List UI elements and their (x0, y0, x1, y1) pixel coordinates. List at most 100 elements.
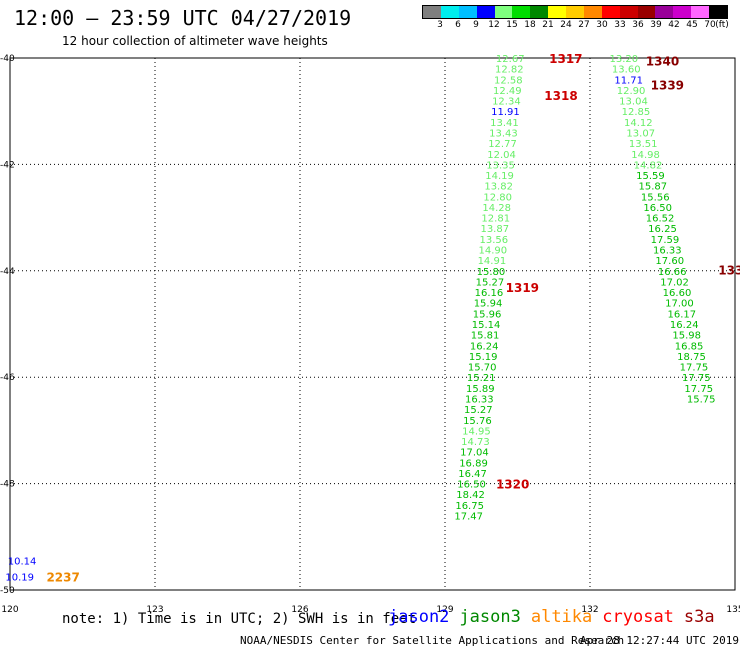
legend-label: 45 (686, 20, 698, 30)
wave-height-value: 16.85 (675, 341, 704, 352)
satellite-legend-jason3: jason3 (459, 607, 521, 627)
wave-height-value: 17.60 (655, 256, 684, 267)
wave-height-value: 17.00 (665, 299, 694, 310)
x-tick-label: 132 (581, 605, 598, 615)
wave-height-value: 12.90 (617, 86, 646, 97)
legend-label: 15 (506, 20, 518, 30)
wave-height-value: 16.24 (670, 320, 699, 331)
legend-label: 33 (614, 20, 626, 30)
wave-height-value: 15.94 (474, 299, 503, 310)
pass-number: 1319 (506, 281, 539, 295)
legend-swatch (583, 6, 602, 18)
wave-height-value: 14.95 (462, 426, 491, 437)
wave-height-value: 18.75 (677, 352, 706, 363)
legend-swatch (709, 6, 727, 18)
wave-height-value: 12.82 (495, 65, 524, 76)
wave-height-value: 14.91 (478, 256, 507, 267)
wave-height-value: 13.04 (619, 97, 648, 108)
wave-height-value: 16.33 (653, 246, 682, 257)
legend-label: 36 (632, 20, 644, 30)
wave-height-value: 15.96 (473, 309, 502, 320)
wave-height-value: 18.42 (456, 490, 485, 501)
wave-height-value: 17.75 (682, 373, 711, 384)
legend-swatch (458, 6, 477, 18)
wave-height-value: 16.33 (465, 394, 494, 405)
pass-number: 2237 (46, 571, 79, 585)
legend-label: 42 (668, 20, 680, 30)
pass-number: 1340 (646, 55, 679, 69)
wave-height-value: 15.98 (672, 331, 701, 342)
x-tick-label: 126 (291, 605, 308, 615)
wave-height-value: 16.50 (643, 203, 672, 214)
wave-height-value: 13.07 (626, 128, 655, 139)
wave-height-value: 10.14 (8, 557, 37, 568)
wave-height-value: 13.20 (610, 54, 639, 65)
wave-height-value: 15.89 (466, 384, 495, 395)
wave-height-value: 13.35 (486, 160, 515, 171)
y-tick-label: -44 (0, 267, 15, 277)
pass-number: 1338 (718, 264, 740, 278)
pass-number: 1317 (549, 52, 582, 66)
wave-height-value: 16.17 (668, 309, 697, 320)
wave-height-value: 15.59 (636, 171, 665, 182)
wave-height-value: 15.56 (641, 192, 670, 203)
wave-height-value: 17.02 (660, 277, 689, 288)
wave-height-value: 15.19 (469, 352, 498, 363)
wave-height-value: 13.56 (479, 235, 508, 246)
y-tick-label: -50 (0, 586, 15, 596)
wave-height-value: 16.52 (646, 214, 675, 225)
wave-height-value: 16.75 (455, 501, 484, 512)
legend-label: 12 (488, 20, 500, 30)
wave-height-value: 17.04 (460, 448, 489, 459)
wave-height-value: 12.67 (496, 54, 525, 65)
legend-swatch (423, 6, 441, 18)
wave-height-value: 15.27 (464, 405, 493, 416)
wave-height-value: 13.87 (480, 224, 509, 235)
plot-frame (9, 57, 736, 591)
legend-swatch (476, 6, 495, 18)
wave-height-value: 12.85 (622, 107, 651, 118)
wave-height-value: 12.58 (494, 75, 523, 86)
legend-label: 3 (437, 20, 443, 30)
wave-height-value: 12.80 (483, 192, 512, 203)
wave-height-value: 14.90 (479, 246, 508, 257)
wave-height-value: 17.59 (651, 235, 680, 246)
wave-height-value: 14.28 (482, 203, 511, 214)
pass-number: 1339 (651, 79, 684, 93)
wave-height-value: 14.73 (461, 437, 490, 448)
wave-height-value: 15.21 (467, 373, 496, 384)
legend-swatch (637, 6, 656, 18)
pass-number: 1318 (544, 89, 577, 103)
wave-height-value: 16.47 (458, 469, 487, 480)
legend-label: 27 (578, 20, 590, 30)
footer-timestamp: Apr 28 12:27:44 UTC 2019 (580, 634, 739, 647)
legend-label: 6 (455, 20, 461, 30)
satellite-legend-altika: altika (530, 607, 593, 627)
wave-height-value: 14.12 (624, 118, 653, 129)
page-title: 12:00 – 23:59 UTC 04/27/2019 (14, 6, 352, 30)
legend-swatches (422, 5, 728, 19)
satellite-legend-jason2: jason2 (388, 607, 450, 627)
legend-swatch (440, 6, 459, 18)
page-subtitle: 12 hour collection of altimeter wave hei… (62, 34, 328, 48)
wave-height-value: 16.89 (459, 458, 488, 469)
wave-height-value: 15.76 (463, 416, 492, 427)
wave-height-value: 16.24 (470, 341, 499, 352)
wave-height-value: 17.75 (684, 384, 713, 395)
legend-swatch (601, 6, 620, 18)
legend-swatch (566, 6, 584, 18)
wave-height-value: 14.82 (634, 160, 663, 171)
wave-height-value: 13.43 (489, 128, 518, 139)
wave-height-value: 16.25 (648, 224, 677, 235)
wave-height-value: 10.19 (5, 573, 34, 584)
wave-height-value: 15.27 (476, 277, 505, 288)
wave-height-value: 12.81 (481, 214, 510, 225)
legend-label: 21 (542, 20, 554, 30)
legend-swatch (512, 6, 531, 18)
satellite-legend-cryosat: cryosat (602, 607, 674, 627)
legend-swatch (494, 6, 513, 18)
y-tick-label: -40 (0, 54, 15, 64)
x-tick-label: 120 (1, 605, 18, 615)
